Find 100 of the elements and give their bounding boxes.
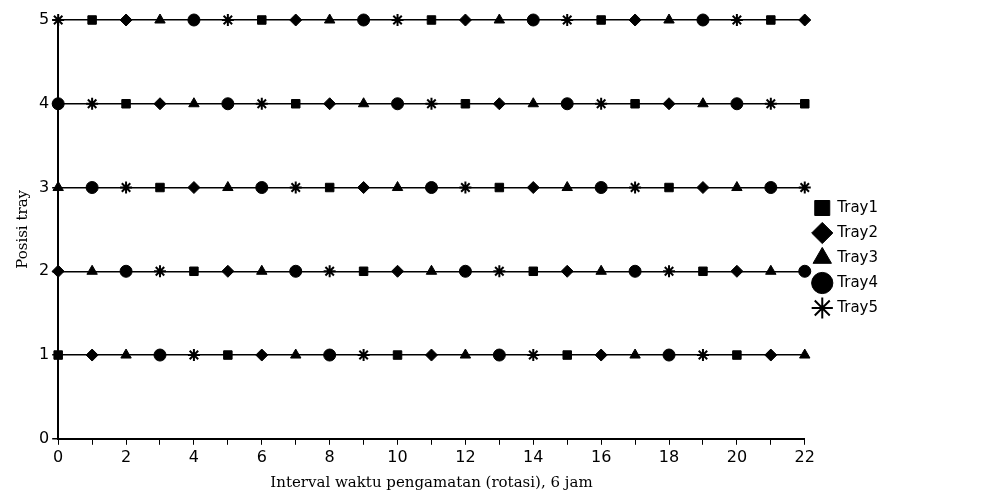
point: [51, 13, 66, 27]
point: [629, 348, 641, 359]
point: [494, 182, 505, 193]
point: [425, 264, 438, 275]
point: [255, 181, 269, 195]
point: [560, 264, 574, 278]
point: [322, 264, 337, 279]
point: [729, 13, 744, 27]
point: [526, 13, 540, 27]
point: [221, 264, 235, 278]
point: [696, 13, 710, 27]
point: [356, 348, 371, 363]
point: [120, 348, 132, 359]
point: [53, 350, 63, 360]
point: [662, 264, 677, 279]
point: [630, 99, 640, 109]
point: [594, 96, 609, 111]
point: [800, 99, 810, 109]
point: [153, 97, 167, 111]
point: [357, 97, 370, 108]
x-tick-label: 14: [523, 446, 544, 466]
point: [562, 350, 572, 360]
x-tick-label: 18: [658, 446, 680, 466]
point: [663, 13, 675, 24]
point: [188, 97, 200, 108]
legend-label: Tray5: [836, 297, 879, 316]
point: [391, 264, 405, 278]
point: [763, 96, 778, 111]
point: [424, 348, 438, 362]
x-tick-label: 20: [726, 446, 748, 466]
point: [798, 264, 812, 278]
point: [493, 13, 506, 24]
point: [662, 97, 676, 111]
point: [458, 180, 473, 195]
point: [764, 181, 778, 195]
point: [51, 97, 65, 111]
point: [764, 348, 778, 362]
point: [358, 266, 369, 277]
point: [256, 264, 268, 275]
point: [596, 15, 606, 25]
point: [426, 15, 437, 25]
point: [254, 96, 269, 111]
point: [595, 264, 607, 275]
point: [662, 348, 676, 362]
point: [695, 348, 710, 363]
point: [289, 13, 303, 27]
x-tick-label: 6: [256, 446, 267, 466]
point: [561, 181, 573, 192]
point: [459, 348, 472, 359]
point: [85, 96, 100, 111]
point: [391, 181, 404, 192]
y-tick-label: 4: [38, 92, 50, 112]
point: [152, 264, 167, 279]
point: [186, 348, 201, 363]
point: [87, 15, 97, 25]
y-tick-label: 2: [38, 260, 50, 280]
point: [323, 97, 337, 111]
x-tick-label: 0: [53, 446, 64, 466]
point: [390, 13, 405, 27]
x-tick-label: 12: [455, 446, 476, 466]
point: [85, 181, 99, 195]
point: [290, 99, 301, 109]
point: [255, 348, 269, 362]
y-tick-label: 5: [38, 9, 50, 29]
point: [121, 99, 131, 109]
point: [153, 348, 167, 362]
point: [731, 181, 743, 192]
point: [223, 350, 233, 360]
point: [85, 348, 99, 362]
point: [798, 13, 812, 27]
point: [119, 180, 134, 195]
x-tick-label: 4: [188, 446, 200, 466]
y-axis-title: Posisi tray: [12, 189, 31, 269]
x-tick-label: 22: [794, 446, 815, 466]
point: [765, 264, 777, 275]
y-tick-label: 0: [38, 427, 50, 447]
point: [664, 182, 674, 193]
point: [594, 348, 608, 362]
point: [189, 266, 199, 277]
point: [424, 96, 439, 111]
point: [492, 97, 506, 111]
point: [221, 97, 235, 111]
x-axis-title: Interval waktu pengamatan (rotasi), 6 jam: [270, 472, 593, 491]
point: [257, 15, 267, 25]
point: [766, 15, 776, 25]
point: [392, 350, 403, 360]
point: [357, 13, 371, 27]
point: [458, 13, 472, 27]
point: [187, 181, 201, 195]
point: [119, 13, 133, 27]
point: [86, 264, 98, 275]
point: [391, 97, 405, 111]
point: [594, 181, 608, 195]
legend-label: Tray4: [836, 272, 879, 291]
point: [799, 348, 811, 359]
point: [458, 264, 472, 278]
point: [222, 181, 234, 192]
x-tick-label: 2: [120, 446, 132, 466]
point: [526, 348, 541, 363]
point: [460, 99, 471, 109]
